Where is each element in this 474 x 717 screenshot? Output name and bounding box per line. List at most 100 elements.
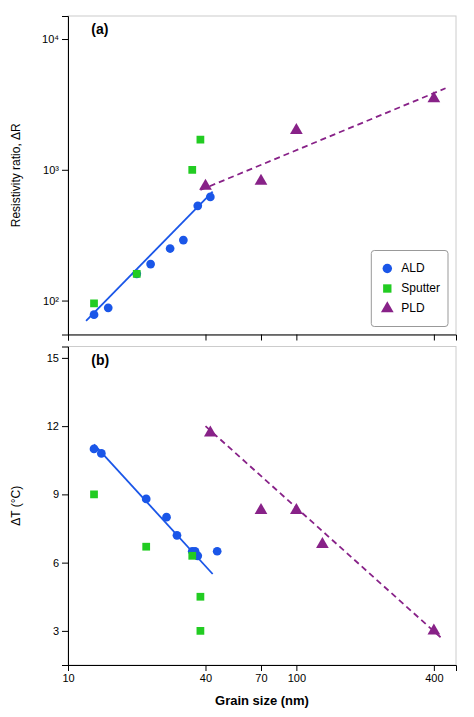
tick-label: 10 <box>62 672 74 684</box>
point <box>142 543 150 551</box>
point <box>146 260 155 269</box>
tick-mark <box>296 335 297 341</box>
tick: 10 <box>62 665 74 684</box>
tick <box>434 335 435 341</box>
chart-svg: 10² 10³ 10⁴ (a) Resistivity ratio, ΔR ALD Sput… <box>0 0 474 717</box>
axis-line <box>69 335 457 341</box>
tick-label: 6 <box>53 557 59 569</box>
tick: 6 <box>53 557 68 569</box>
point <box>197 593 205 601</box>
point <box>193 201 202 210</box>
tick: 400 <box>425 665 443 684</box>
tick-label: 40 <box>200 672 212 684</box>
point <box>179 236 188 245</box>
tick: 40 <box>200 665 212 684</box>
tick: 10³ <box>43 164 68 176</box>
tick-label: 10⁴ <box>42 33 59 45</box>
tick-mark <box>261 665 262 671</box>
tick-mark <box>261 335 262 341</box>
tick <box>261 335 262 341</box>
plot-frame <box>68 347 456 666</box>
point <box>206 193 215 202</box>
x-axis <box>69 335 457 341</box>
point <box>204 426 217 437</box>
point <box>197 136 205 144</box>
tick-mark <box>205 335 206 341</box>
point <box>290 503 303 514</box>
tick-mark <box>62 494 68 495</box>
tick-mark <box>296 665 297 671</box>
point <box>199 179 212 190</box>
tick-label: 70 <box>255 672 267 684</box>
plot-frame <box>68 16 456 335</box>
tick-mark <box>62 426 68 427</box>
axis-line <box>62 17 69 336</box>
point <box>255 174 268 185</box>
panel: 1040701004003691215(b)ΔT (°C)Grain size … <box>9 347 457 709</box>
tick-mark <box>62 358 68 359</box>
tick-label: 9 <box>53 488 59 500</box>
point <box>132 269 141 278</box>
fit-line <box>200 88 445 190</box>
point <box>428 91 441 102</box>
legend-box <box>371 251 448 327</box>
fit-line <box>205 426 441 638</box>
legend-swatch <box>383 284 391 292</box>
tick-mark <box>62 631 68 632</box>
tick-label: 100 <box>288 672 306 684</box>
fit-line <box>86 192 213 321</box>
point <box>133 270 141 278</box>
x-axis-title: Grain size (nm) <box>215 693 309 708</box>
tick-label: 3 <box>53 625 59 637</box>
y-axis: 10² 10³ 10⁴ <box>42 17 68 336</box>
y-axis: 3691215 <box>47 347 69 666</box>
tick-label: 400 <box>425 672 443 684</box>
axis-line <box>69 666 457 672</box>
legend-swatch <box>381 301 394 312</box>
tick: 3 <box>53 625 68 637</box>
point <box>213 547 222 556</box>
tick-label: 12 <box>47 420 59 432</box>
point <box>90 491 98 499</box>
tick <box>296 335 297 341</box>
tick-mark <box>434 665 435 671</box>
tick: 9 <box>53 488 68 500</box>
point <box>290 123 303 134</box>
tick-mark <box>62 301 68 302</box>
tick-mark <box>62 170 68 171</box>
point <box>197 627 205 635</box>
marks <box>90 426 441 638</box>
point <box>428 624 441 635</box>
point <box>97 449 106 458</box>
panel-label: (b) <box>91 352 109 368</box>
legend-label: PLD <box>401 301 425 315</box>
x-axis: 10 40 70 100 400 <box>62 665 456 684</box>
panel-label: (a) <box>91 21 108 37</box>
tick: 10² <box>43 295 68 307</box>
tick-mark <box>434 335 435 341</box>
panel: 10² 10³ 10⁴ (a) Resistivity ratio, ΔR ALD Sput… <box>9 16 457 341</box>
point <box>90 445 99 454</box>
legend-label: ALD <box>401 261 425 275</box>
point <box>104 303 113 312</box>
legend-swatch <box>383 264 392 273</box>
tick: 100 <box>288 665 306 684</box>
legend-label: Sputter <box>401 281 440 295</box>
y-axis-title: ΔT (°C) <box>9 486 23 526</box>
tick-label: 10³ <box>43 164 59 176</box>
point <box>173 531 182 540</box>
point <box>188 166 196 174</box>
tick <box>205 335 206 341</box>
point <box>90 310 99 319</box>
tick: 70 <box>255 665 267 684</box>
point <box>255 503 268 514</box>
tick-mark <box>205 665 206 671</box>
y-axis-title: Resistivity ratio, ΔR <box>9 123 23 227</box>
tick-mark <box>62 563 68 564</box>
tick: 10⁴ <box>42 33 68 45</box>
point <box>142 495 151 504</box>
tick-mark <box>62 39 68 40</box>
point <box>188 552 196 560</box>
point <box>166 244 175 253</box>
tick-label: 10² <box>43 295 59 307</box>
